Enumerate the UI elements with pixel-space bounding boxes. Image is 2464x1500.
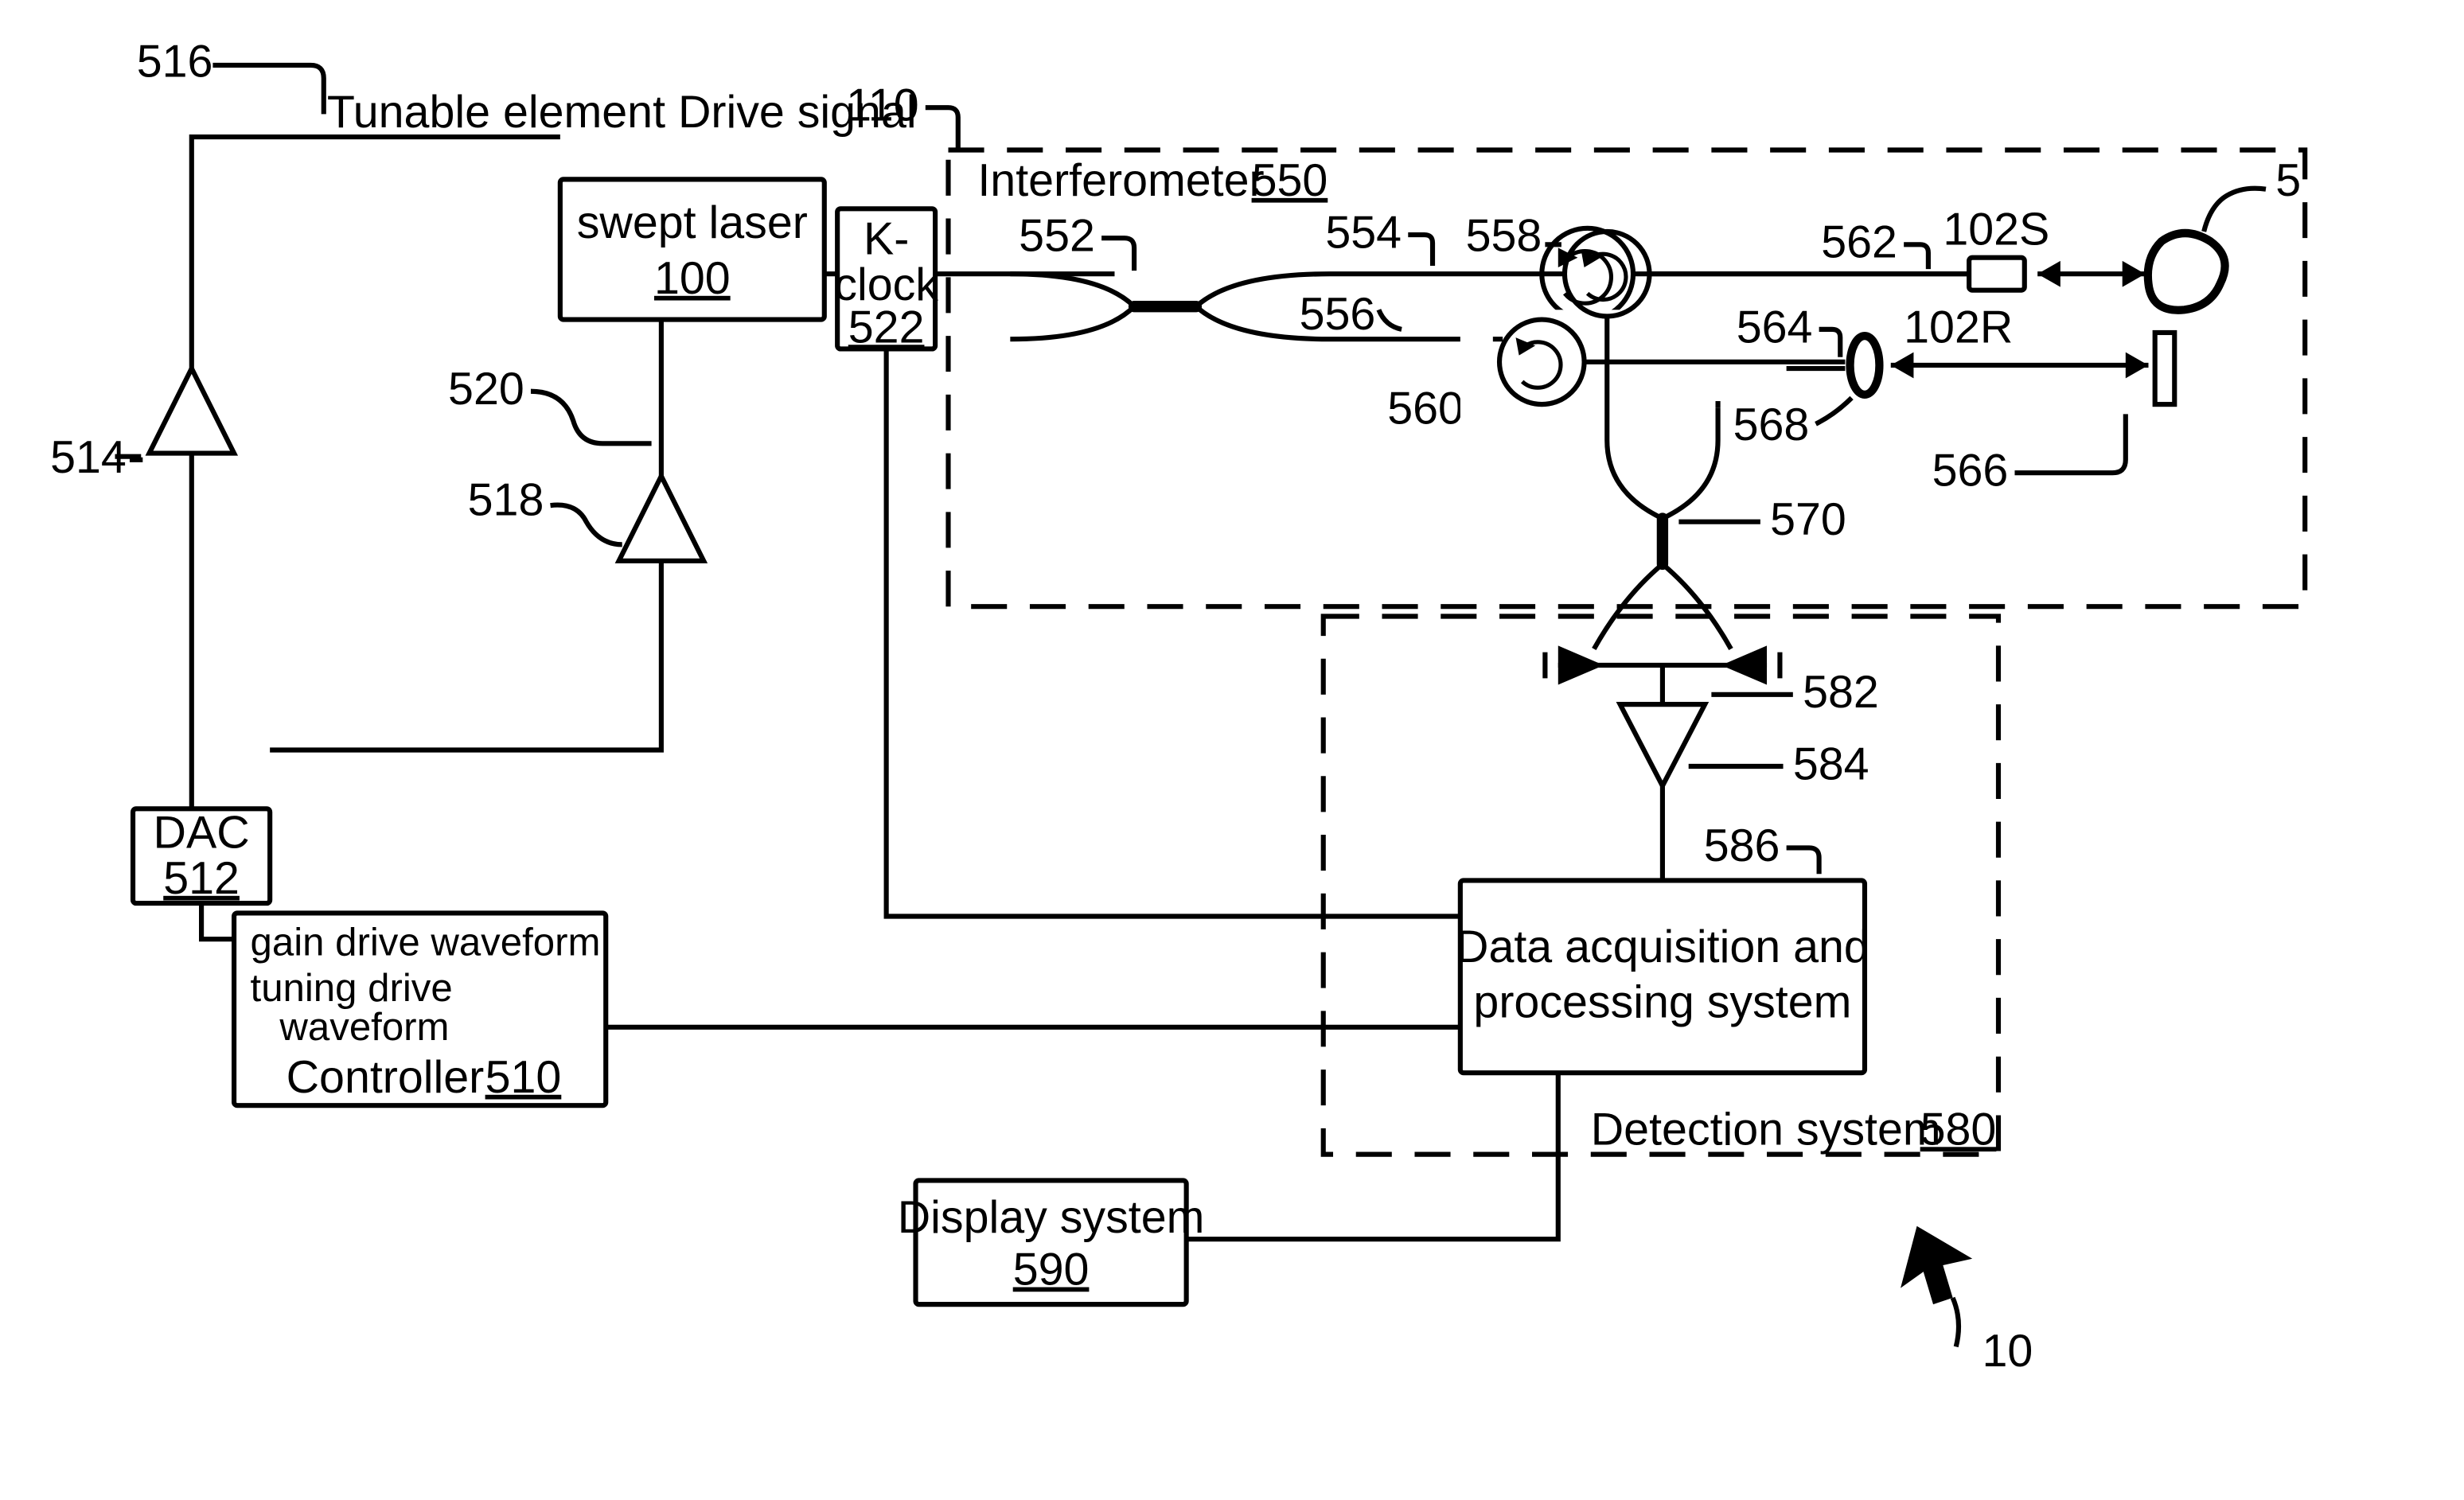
- interferometer-num: 550: [1252, 155, 1328, 206]
- interferometer-label: Interferometer: [977, 155, 1264, 206]
- label-566: 566: [1932, 446, 2009, 497]
- label-560: 560: [1387, 384, 1464, 434]
- label-564: 564: [1737, 302, 1813, 353]
- mirror-566: [2155, 333, 2175, 404]
- controller-line4a: Controller: [287, 1052, 485, 1103]
- label-554: 554: [1325, 207, 1402, 258]
- dac-text2: 512: [163, 853, 240, 904]
- controller-line2: tuning drive: [251, 966, 453, 1010]
- label-552: 552: [1019, 211, 1095, 262]
- sample-5: [2148, 233, 2225, 310]
- figure-10-pointer: 10: [1901, 1226, 2033, 1377]
- label-570: 570: [1770, 494, 1846, 545]
- label-520: 520: [448, 364, 524, 415]
- lens-102r: [1850, 336, 1880, 395]
- label-558: 558: [1466, 211, 1542, 262]
- label-586: 586: [1704, 820, 1780, 871]
- daq-line2: processing system: [1473, 977, 1851, 1028]
- label-516: 516: [137, 36, 213, 87]
- label-562: 562: [1821, 217, 1897, 268]
- label-110: 110: [846, 80, 918, 131]
- label-5: 5: [2275, 155, 2301, 206]
- daq-line1: Data acquisition and: [1456, 921, 1869, 972]
- label-568: 568: [1733, 399, 1810, 450]
- label-10: 10: [1983, 1326, 2033, 1377]
- swept-laser-text2: 100: [654, 253, 731, 304]
- tunable-drive-label: Tunable element Drive signal: [327, 87, 917, 138]
- label-582: 582: [1803, 667, 1879, 718]
- detection-label: Detection system: [1591, 1104, 1941, 1155]
- swept-laser-text1: swept laser: [577, 197, 808, 248]
- label-518: 518: [468, 474, 544, 525]
- display-line2: 590: [1013, 1245, 1090, 1295]
- probe-102s: [1969, 258, 2025, 290]
- label-514: 514: [50, 432, 127, 483]
- dac-text1: DAC: [154, 807, 250, 858]
- k-clock-text3: 522: [848, 302, 925, 353]
- label-556: 556: [1300, 289, 1376, 340]
- detection-num: 580: [1920, 1104, 1997, 1155]
- controller-line4b: 510: [485, 1052, 562, 1103]
- controller-line1: gain drive waveform: [251, 921, 601, 964]
- display-line1: Display system: [898, 1192, 1205, 1243]
- label-584: 584: [1793, 738, 1869, 789]
- k-clock-text1: K-: [864, 214, 909, 265]
- controller-line3: waveform: [279, 1005, 449, 1049]
- label-102R: 102R: [1904, 302, 2013, 353]
- label-102S: 102S: [1943, 204, 2049, 255]
